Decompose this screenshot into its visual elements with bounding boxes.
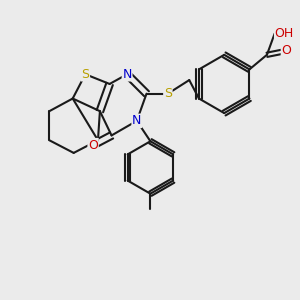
Text: N: N	[132, 114, 142, 128]
Text: OH: OH	[275, 27, 294, 40]
Text: N: N	[122, 68, 132, 81]
Text: O: O	[281, 44, 291, 57]
Text: O: O	[88, 139, 98, 152]
Text: S: S	[164, 87, 172, 100]
Text: S: S	[81, 68, 89, 81]
